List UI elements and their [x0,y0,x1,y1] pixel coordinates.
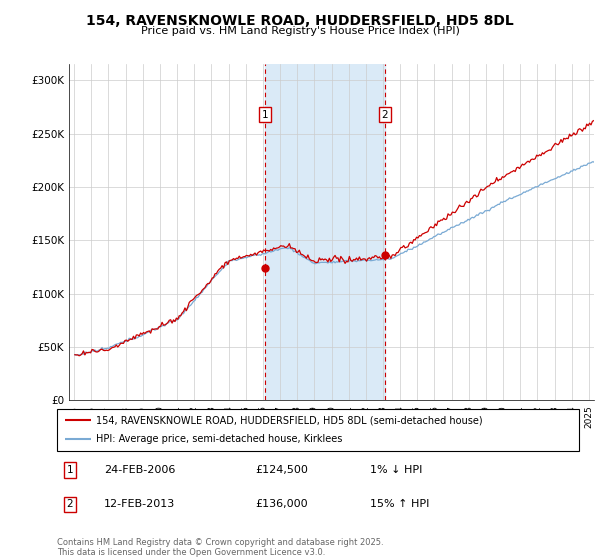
Text: 1: 1 [262,110,268,119]
Text: 2: 2 [382,110,388,119]
Text: 24-FEB-2006: 24-FEB-2006 [104,465,175,475]
Text: £124,500: £124,500 [256,465,308,475]
Text: 1: 1 [67,465,73,475]
Text: Contains HM Land Registry data © Crown copyright and database right 2025.
This d: Contains HM Land Registry data © Crown c… [57,538,383,557]
FancyBboxPatch shape [57,409,579,451]
Text: 154, RAVENSKNOWLE ROAD, HUDDERSFIELD, HD5 8DL (semi-detached house): 154, RAVENSKNOWLE ROAD, HUDDERSFIELD, HD… [96,415,483,425]
Bar [265,64,385,400]
Text: 154, RAVENSKNOWLE ROAD, HUDDERSFIELD, HD5 8DL: 154, RAVENSKNOWLE ROAD, HUDDERSFIELD, HD… [86,14,514,28]
Text: 15% ↑ HPI: 15% ↑ HPI [370,500,430,510]
Text: £136,000: £136,000 [256,500,308,510]
Text: 12-FEB-2013: 12-FEB-2013 [104,500,175,510]
Text: 1% ↓ HPI: 1% ↓ HPI [370,465,422,475]
Text: HPI: Average price, semi-detached house, Kirklees: HPI: Average price, semi-detached house,… [96,435,343,445]
Text: Price paid vs. HM Land Registry's House Price Index (HPI): Price paid vs. HM Land Registry's House … [140,26,460,36]
Text: 2: 2 [67,500,73,510]
